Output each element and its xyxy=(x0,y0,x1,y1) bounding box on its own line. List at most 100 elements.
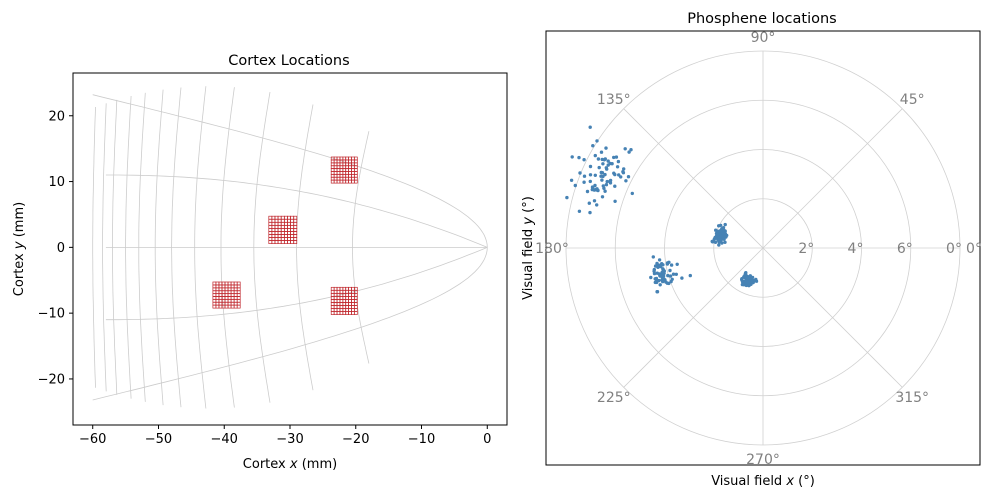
phosphene-point xyxy=(715,229,720,234)
cortex-electrode xyxy=(280,231,285,235)
cortex-electrode xyxy=(330,299,335,303)
cortex-electrode xyxy=(333,311,338,315)
cortex-electrode xyxy=(290,240,294,244)
cortex-electrode xyxy=(353,179,358,184)
polar-angle-label: 0° xyxy=(966,241,982,257)
phosphene-point xyxy=(599,150,604,154)
cortex-electrode xyxy=(336,289,341,294)
cortex-electrode xyxy=(233,304,238,309)
cortex-electrode xyxy=(336,299,341,303)
phosphene-point xyxy=(626,175,631,179)
cortex-electrode xyxy=(280,218,285,223)
phosphene-point xyxy=(596,157,601,161)
cortex-electrode xyxy=(233,301,238,306)
cortex-eccentricity-line xyxy=(92,106,96,388)
phosphene-point xyxy=(578,171,582,175)
cortex-oblique-meridian xyxy=(105,247,488,321)
polar-spoke xyxy=(762,247,903,388)
phosphene-point xyxy=(655,271,659,275)
cortex-electrode xyxy=(351,286,355,291)
cortex-electrode xyxy=(227,284,232,289)
cortex-electrode xyxy=(348,311,352,315)
polar-grid xyxy=(565,50,961,446)
cortex-electrode xyxy=(233,287,238,292)
cortex-axes-frame xyxy=(72,72,508,426)
cortex-electrode xyxy=(339,286,344,291)
cortex-x-tick-label: −40 xyxy=(211,432,238,447)
cortex-electrode xyxy=(284,234,288,238)
cortex-electrode xyxy=(336,296,341,300)
phosphene-point xyxy=(661,274,666,278)
cortex-electrode xyxy=(330,311,335,315)
polar-angle-label: 135° xyxy=(597,92,631,108)
cortex-electrode xyxy=(218,304,223,309)
cortex-electrode xyxy=(333,289,338,294)
phosphene-point xyxy=(723,234,727,239)
phosphene-point xyxy=(608,178,613,183)
cortex-electrode xyxy=(290,228,294,232)
phosphene-point xyxy=(713,240,718,244)
cortex-electrode xyxy=(287,221,291,226)
phosphene-point xyxy=(666,273,670,278)
phosphene-point xyxy=(649,275,653,280)
cortex-electrode xyxy=(293,221,298,226)
phosphene-point xyxy=(675,262,679,266)
phosphene-point xyxy=(659,264,663,269)
cortex-electrode xyxy=(287,215,291,220)
phosphene-point xyxy=(592,199,597,203)
cortex-electrode xyxy=(230,284,235,289)
cortex-x-tick-label: −10 xyxy=(408,432,435,447)
cortex-electrode xyxy=(330,289,335,294)
cortex-electrode xyxy=(215,301,220,306)
cortex-title: Cortex Locations xyxy=(228,53,349,69)
phosphene-point xyxy=(652,271,657,276)
cortex-electrode xyxy=(274,234,279,238)
cortex-electrode xyxy=(218,287,223,292)
phosphene-point xyxy=(613,172,617,177)
cortex-electrode xyxy=(274,218,279,223)
cortex-electrode xyxy=(212,304,217,309)
cortex-electrode xyxy=(351,305,355,309)
cortex-electrode xyxy=(280,234,285,238)
cortex-electrode xyxy=(227,290,232,295)
cortex-electrode xyxy=(230,287,235,292)
polar-angle-label: 225° xyxy=(597,390,631,406)
cortex-electrode xyxy=(224,298,229,303)
cortex-electrode xyxy=(212,290,217,295)
cortex-eccentricity-line xyxy=(125,95,132,399)
cortex-electrode xyxy=(271,221,276,226)
cortex-electrode xyxy=(268,218,273,223)
phosphene-point xyxy=(600,195,605,199)
polar-radius-label: 2° xyxy=(798,241,814,257)
cortex-electrode xyxy=(277,234,282,238)
cortex-eccentricity-line xyxy=(154,89,164,406)
cortex-electrode xyxy=(336,305,341,309)
cortex-electrode xyxy=(212,281,217,286)
phosphene-point xyxy=(621,170,625,174)
cortex-electrode xyxy=(333,179,338,184)
cortex-electrode xyxy=(293,218,298,223)
phosphene-axes-frame xyxy=(545,30,981,466)
phosphene-point xyxy=(742,275,746,279)
phosphene-point xyxy=(723,222,727,227)
cortex-electrode xyxy=(268,231,273,235)
polar-spoke xyxy=(762,108,903,249)
phosphene-point xyxy=(674,272,678,276)
cortex-electrode xyxy=(336,311,341,315)
phosphene-point xyxy=(608,161,612,166)
phosphene-point xyxy=(658,273,662,277)
cortex-electrode xyxy=(215,287,220,292)
cortex-electrode xyxy=(212,298,217,303)
phosphene-point xyxy=(593,183,597,188)
cortex-panel: Cortex Locations −60 −50 −40 −30 −20 −10 0 −20… xyxy=(12,53,508,472)
cortex-electrode xyxy=(215,304,220,309)
cortex-electrode xyxy=(271,231,276,235)
phosphene-point xyxy=(569,178,574,182)
phosphene-point xyxy=(604,183,609,187)
cortex-electrode xyxy=(274,215,279,220)
phosphene-point xyxy=(593,153,597,158)
cortex-electrode xyxy=(280,228,285,232)
cortex-electrode xyxy=(274,240,279,244)
cortex-electrode xyxy=(348,305,352,309)
cortex-electrode xyxy=(339,289,344,294)
